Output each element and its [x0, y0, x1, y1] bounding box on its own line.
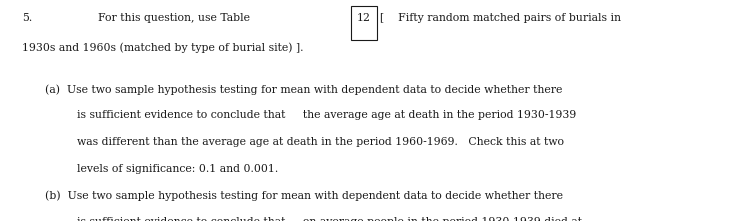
Text: is sufficient evidence to conclude that     the average age at death in the peri: is sufficient evidence to conclude that … — [77, 110, 577, 120]
Text: (a)  Use two sample hypothesis testing for mean with dependent data to decide wh: (a) Use two sample hypothesis testing fo… — [45, 84, 562, 95]
Text: [    Fifty random matched pairs of burials in: [ Fifty random matched pairs of burials … — [380, 13, 621, 23]
Text: 1930s and 1960s (matched by type of burial site) ].: 1930s and 1960s (matched by type of buri… — [22, 42, 304, 53]
Text: 12: 12 — [357, 13, 370, 23]
Text: 5.: 5. — [22, 13, 33, 23]
Text: is sufficient evidence to conclude that     on average people in the period 1930: is sufficient evidence to conclude that … — [77, 217, 582, 221]
Text: was different than the average age at death in the period 1960-1969.   Check thi: was different than the average age at de… — [77, 137, 564, 147]
Text: (b)  Use two sample hypothesis testing for mean with dependent data to decide wh: (b) Use two sample hypothesis testing fo… — [45, 190, 563, 201]
Text: For this question, use Table: For this question, use Table — [98, 13, 250, 23]
Text: levels of significance: 0.1 and 0.001.: levels of significance: 0.1 and 0.001. — [77, 164, 278, 173]
FancyBboxPatch shape — [351, 6, 376, 40]
